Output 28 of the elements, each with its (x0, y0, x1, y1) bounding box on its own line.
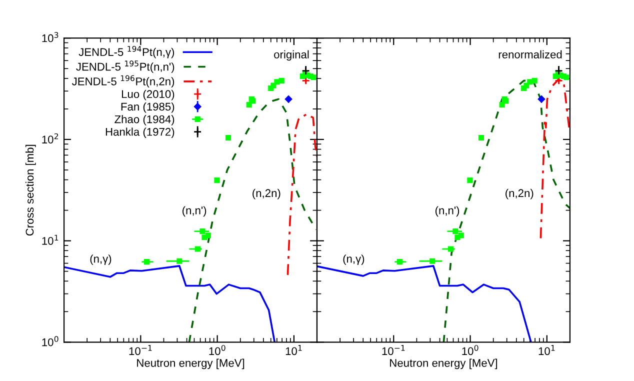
annotation: (n,n') (435, 206, 460, 217)
x-tick-label: 10$^{0}$ (209, 344, 226, 356)
annotation: (n,2n) (252, 188, 280, 200)
annotation: (n,γ) (343, 254, 364, 265)
legend-label: JENDL-5 $^{194}$Pt(n,γ) (78, 46, 174, 58)
y-tick-label: 10$^{2}$ (42, 133, 58, 144)
y-tick-label: 10$^{1}$ (42, 234, 58, 245)
x-axis-title: Neutron energy [MeV] (137, 358, 244, 370)
y-axis-title: Cross section [mb] (25, 144, 36, 236)
annotation: renormalized (498, 50, 562, 58)
legend-label: Hankla (1972) (106, 128, 174, 138)
x-axis-title: Neutron energy [MeV] (390, 358, 498, 370)
legend-label: Luo (2010) (122, 90, 174, 100)
x-tick-label: 10$^{−1}$ (129, 345, 152, 356)
legend-label: Zhao (1984) (114, 115, 174, 126)
x-tick-label: 10$^{−1}$ (382, 345, 405, 356)
y-tick-label: 10$^{3}$ (42, 32, 58, 42)
legend-label: JENDL-5 $^{196}$Pt(n,2n) (72, 75, 174, 88)
x-tick-label: 10$^{1}$ (286, 345, 302, 356)
annotation: (n,n') (182, 206, 206, 217)
annotation: original (274, 50, 309, 61)
annotation: (n,2n) (506, 188, 534, 200)
x-tick-label: 10$^{0}$ (462, 344, 478, 356)
legend-label: Fan (1985) (121, 102, 174, 113)
y-tick-label: 10$^{0}$ (42, 336, 58, 346)
x-tick-label: 10$^{1}$ (538, 345, 555, 356)
legend-label: JENDL-5 $^{195}$Pt(n,n') (76, 60, 174, 73)
annotation: (n,γ) (90, 254, 112, 265)
